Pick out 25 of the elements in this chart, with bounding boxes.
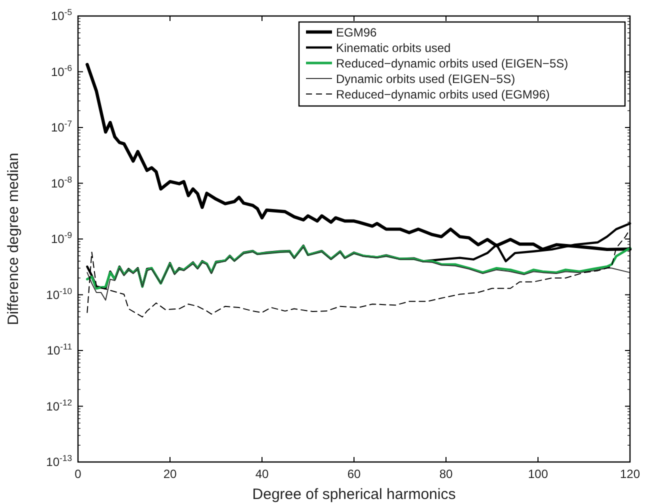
legend-label: Reduced−dynamic orbits used (EIGEN−5S) bbox=[336, 56, 568, 70]
y-tick-label: 10$^{-6}$ bbox=[50, 62, 72, 79]
x-tick-label: 60 bbox=[347, 467, 361, 481]
y-tick-label: 10$^{-13}$ bbox=[46, 453, 72, 469]
x-tick-label: 0 bbox=[74, 467, 82, 481]
y-tick-label: 10$^{-11}$ bbox=[46, 342, 72, 358]
x-axis-title: Degree of spherical harmonics bbox=[252, 486, 456, 503]
x-tick-label: 20 bbox=[163, 467, 177, 481]
y-tick-label: 10$^{-8}$ bbox=[50, 174, 72, 190]
y-tick-label: 10$^{-5}$ bbox=[50, 7, 72, 23]
legend-label: Kinematic orbits used bbox=[336, 41, 451, 55]
line-series bbox=[86, 245, 632, 290]
y-axis-title: Difference degree median bbox=[5, 152, 22, 326]
y-tick-label: 10$^{-7}$ bbox=[50, 118, 72, 134]
y-tick-label: 10$^{-10}$ bbox=[46, 286, 72, 302]
x-tick-label: 100 bbox=[528, 467, 548, 481]
y-tick-label: 10$^{-12}$ bbox=[46, 397, 72, 414]
x-tick-label: 80 bbox=[439, 467, 453, 481]
x-tick-label: 40 bbox=[255, 467, 269, 481]
legend-label: Dynamic orbits used (EIGEN−5S) bbox=[336, 72, 516, 86]
x-tick-label: 120 bbox=[620, 467, 640, 481]
line-series bbox=[86, 246, 630, 301]
legend-label: Reduced−dynamic orbits used (EGM96) bbox=[336, 88, 550, 102]
legend-label: EGM96 bbox=[336, 26, 378, 40]
y-tick-label: 10$^{-9}$ bbox=[50, 230, 72, 246]
